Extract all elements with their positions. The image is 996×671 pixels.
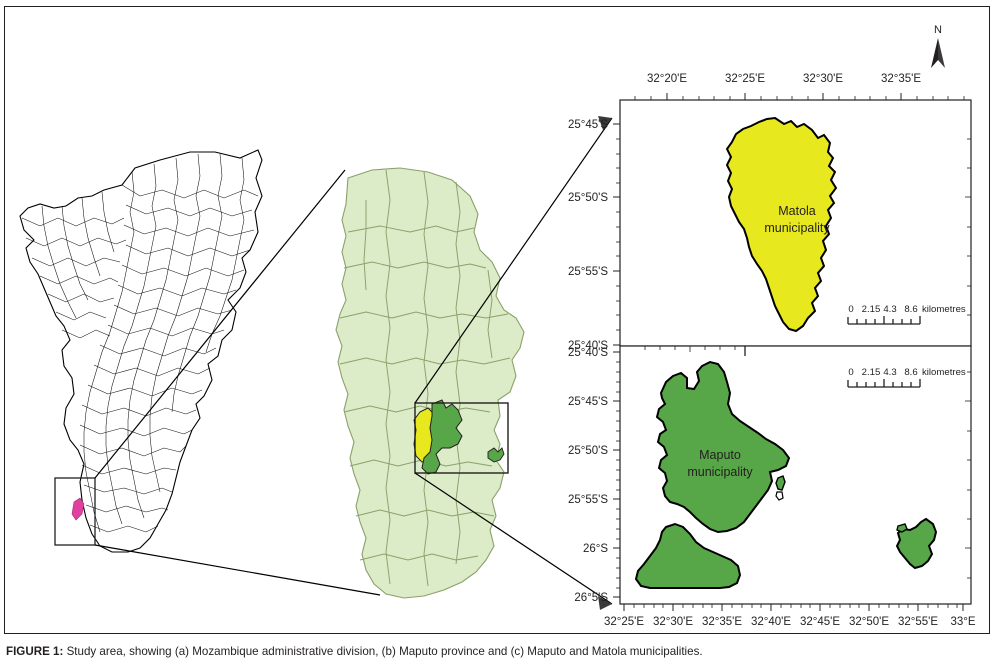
maputo-label-line1: Maputo bbox=[699, 448, 741, 462]
maputo-xtick-6: 32°55'E bbox=[898, 616, 938, 628]
figure-artwork: 32°20'E 32°25'E 32°30'E 32°35'E 25 bbox=[19, 24, 976, 628]
figure-caption: FIGURE 1: Study area, showing (a) Mozamb… bbox=[6, 645, 990, 659]
leader-arrowhead-top bbox=[598, 116, 612, 130]
province-maputo-polygon bbox=[421, 399, 463, 475]
figure-caption-text: Study area, showing (a) Mozambique admin… bbox=[63, 645, 703, 658]
mozambique-district-boundaries bbox=[21, 153, 259, 533]
matola-municipality-polygon bbox=[725, 116, 838, 333]
matola-scalebar: 0 2.15 4.3 8.6 kilometres bbox=[847, 304, 966, 325]
maputo-scalebar-v1: 2.15 bbox=[862, 367, 881, 378]
maputo-right-axis-ticks bbox=[965, 371, 971, 579]
panel-b-inset-box bbox=[414, 402, 509, 474]
matola-ytick-0: 25°45'S bbox=[568, 119, 608, 131]
leader-arrowhead-bottom bbox=[598, 596, 612, 610]
maputo-ytick-4: 26°S bbox=[583, 543, 608, 555]
inhaca-island-polygon bbox=[895, 517, 938, 570]
matola-ytick-3: 25°40'S bbox=[568, 340, 608, 352]
matola-scalebar-v0: 0 bbox=[848, 304, 853, 315]
maputo-islet-1 bbox=[775, 475, 786, 491]
leader-a-to-b-bottom bbox=[94, 544, 381, 596]
matola-xtick-2: 32°30'E bbox=[803, 73, 843, 85]
matola-xtick-0: 32°20'E bbox=[647, 73, 687, 85]
maputo-municipality-polygon bbox=[655, 360, 791, 534]
matola-ytick-2: 25°55'S bbox=[568, 266, 608, 278]
matola-scalebar-v3: 8.6 bbox=[904, 304, 917, 315]
matola-right-axis-ticks bbox=[965, 138, 971, 316]
maputo-scalebar-v2: 4.3 bbox=[883, 367, 896, 378]
figure-caption-label: FIGURE 1: bbox=[6, 645, 64, 658]
maputo-scalebar: 0 2.15 4.3 8.6 kilometres bbox=[847, 367, 966, 388]
maputo-label-line2: municipality bbox=[687, 465, 753, 479]
north-arrow-left-wing-icon bbox=[931, 38, 938, 68]
matola-scalebar-v2: 4.3 bbox=[883, 304, 896, 315]
maputo-ytick-5: 26°5'S bbox=[574, 592, 608, 604]
matola-label-line1: Matola bbox=[778, 204, 816, 218]
maputo-ytick-2: 25°50'S bbox=[568, 445, 608, 457]
north-arrow-right-wing-icon bbox=[938, 38, 945, 68]
maputo-x-axis-ticks bbox=[623, 604, 964, 611]
maputo-scalebar-v0: 0 bbox=[848, 367, 853, 378]
maputo-islet-2 bbox=[775, 491, 784, 501]
maputo-xtick-3: 32°40'E bbox=[751, 616, 791, 628]
maputo-xtick-2: 32°35'E bbox=[702, 616, 742, 628]
maputo-ytick-1: 25°45'S bbox=[568, 396, 608, 408]
maputo-y-axis-ticks bbox=[613, 351, 620, 598]
leader-b-to-c-top bbox=[414, 117, 613, 404]
matola-scalebar-v1: 2.15 bbox=[862, 304, 881, 315]
north-arrow: N bbox=[931, 24, 945, 68]
maputo-xtick-7: 33°E bbox=[950, 616, 975, 628]
north-arrow-label: N bbox=[934, 24, 942, 36]
matola-xtick-3: 32°35'E bbox=[881, 73, 921, 85]
panel-a-inset-box bbox=[54, 477, 96, 546]
matola-ytick-1: 25°50'S bbox=[568, 192, 608, 204]
maputo-scalebar-units: kilometres bbox=[922, 367, 966, 378]
matola-x-axis-ticks bbox=[634, 93, 965, 100]
maputo-xtick-4: 32°45'E bbox=[800, 616, 840, 628]
inhaca-islet-small bbox=[896, 523, 908, 533]
maputo-ytick-3: 25°55'S bbox=[568, 494, 608, 506]
mozambique-outline bbox=[19, 149, 263, 553]
maputo-xtick-0: 32°25'E bbox=[604, 616, 644, 628]
maputo-xtick-1: 32°30'E bbox=[653, 616, 693, 628]
maputo-province-outline bbox=[335, 167, 525, 599]
leader-a-to-b-top bbox=[94, 169, 346, 479]
panel-a-mozambique bbox=[19, 149, 381, 596]
province-island-polygon bbox=[487, 447, 505, 463]
matola-xtick-1: 32°25'E bbox=[725, 73, 765, 85]
maputo-xtick-5: 32°50'E bbox=[849, 616, 889, 628]
maputo-province-district-boundaries bbox=[339, 169, 511, 587]
matola-label-line2: municipality bbox=[764, 221, 830, 235]
maputo-southern-lobe-polygon bbox=[634, 522, 742, 589]
maputo-scalebar-v3: 8.6 bbox=[904, 367, 917, 378]
maputo-highlight-marker bbox=[71, 497, 85, 521]
matola-scalebar-units: kilometres bbox=[922, 304, 966, 315]
maputo-ytick-0: 25°40'S bbox=[568, 347, 608, 359]
panel-c-bottom-maputo: 25°40'S 25°45'S 25°50'S 25°55'S 26°S 26°… bbox=[568, 345, 976, 628]
panel-b-maputo-province bbox=[335, 116, 613, 610]
maputo-top-axis-ticks bbox=[644, 346, 746, 356]
leader-b-to-c-bottom bbox=[414, 472, 613, 605]
matola-y-axis-ticks bbox=[613, 123, 620, 346]
panel-c-top-matola: 32°20'E 32°25'E 32°30'E 32°35'E 25 bbox=[568, 73, 972, 352]
